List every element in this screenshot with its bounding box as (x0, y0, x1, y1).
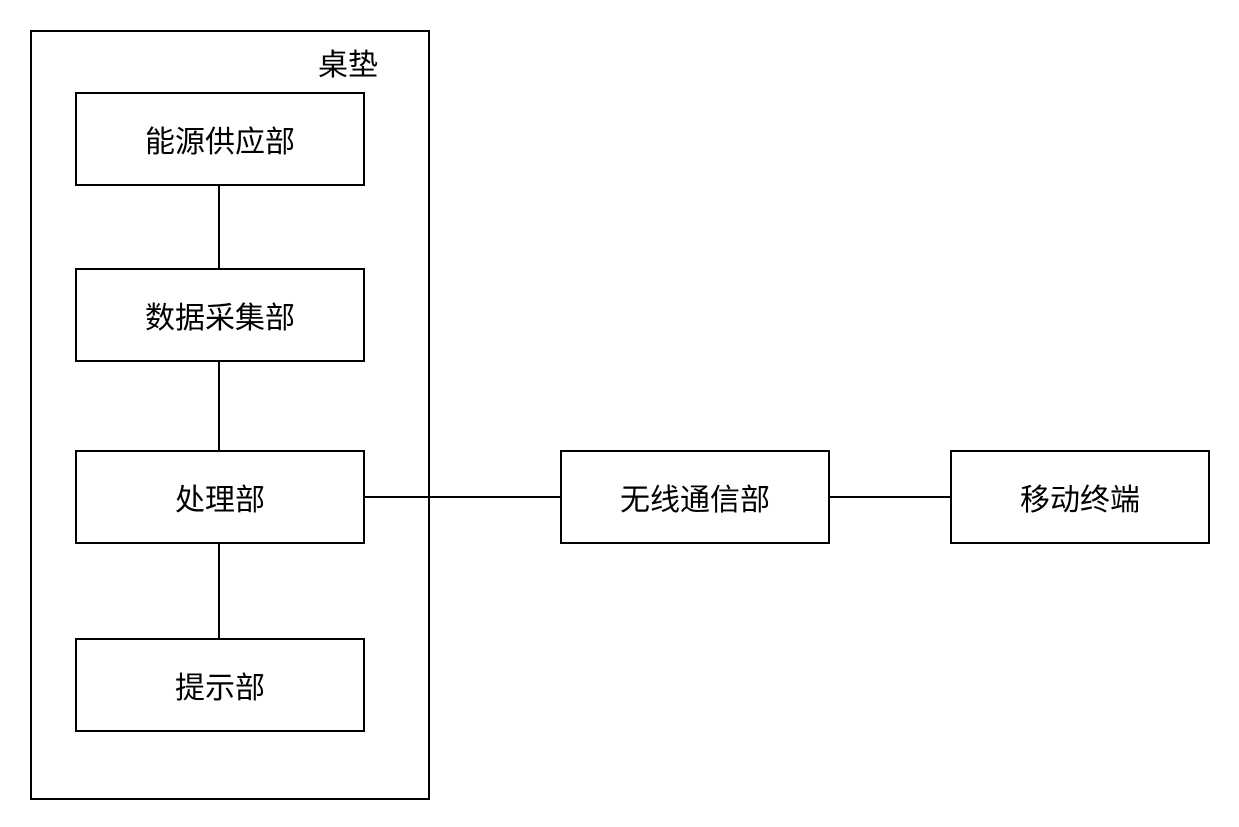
energy-supply-label: 能源供应部 (145, 117, 295, 161)
edge-energy-to-data (218, 186, 220, 268)
desk-mat-label: 桌垫 (318, 40, 378, 84)
prompt-node: 提示部 (75, 638, 365, 732)
data-collection-label: 数据采集部 (145, 293, 295, 337)
wireless-comm-node: 无线通信部 (560, 450, 830, 544)
edge-data-to-processing (218, 362, 220, 450)
wireless-comm-label: 无线通信部 (620, 475, 770, 519)
processing-node: 处理部 (75, 450, 365, 544)
prompt-label: 提示部 (175, 663, 265, 707)
processing-label: 处理部 (175, 475, 265, 519)
data-collection-node: 数据采集部 (75, 268, 365, 362)
mobile-terminal-label: 移动终端 (1020, 475, 1140, 519)
edge-processing-to-wireless (365, 496, 560, 498)
edge-processing-to-prompt (218, 544, 220, 638)
mobile-terminal-node: 移动终端 (950, 450, 1210, 544)
edge-wireless-to-mobile (830, 496, 950, 498)
energy-supply-node: 能源供应部 (75, 92, 365, 186)
